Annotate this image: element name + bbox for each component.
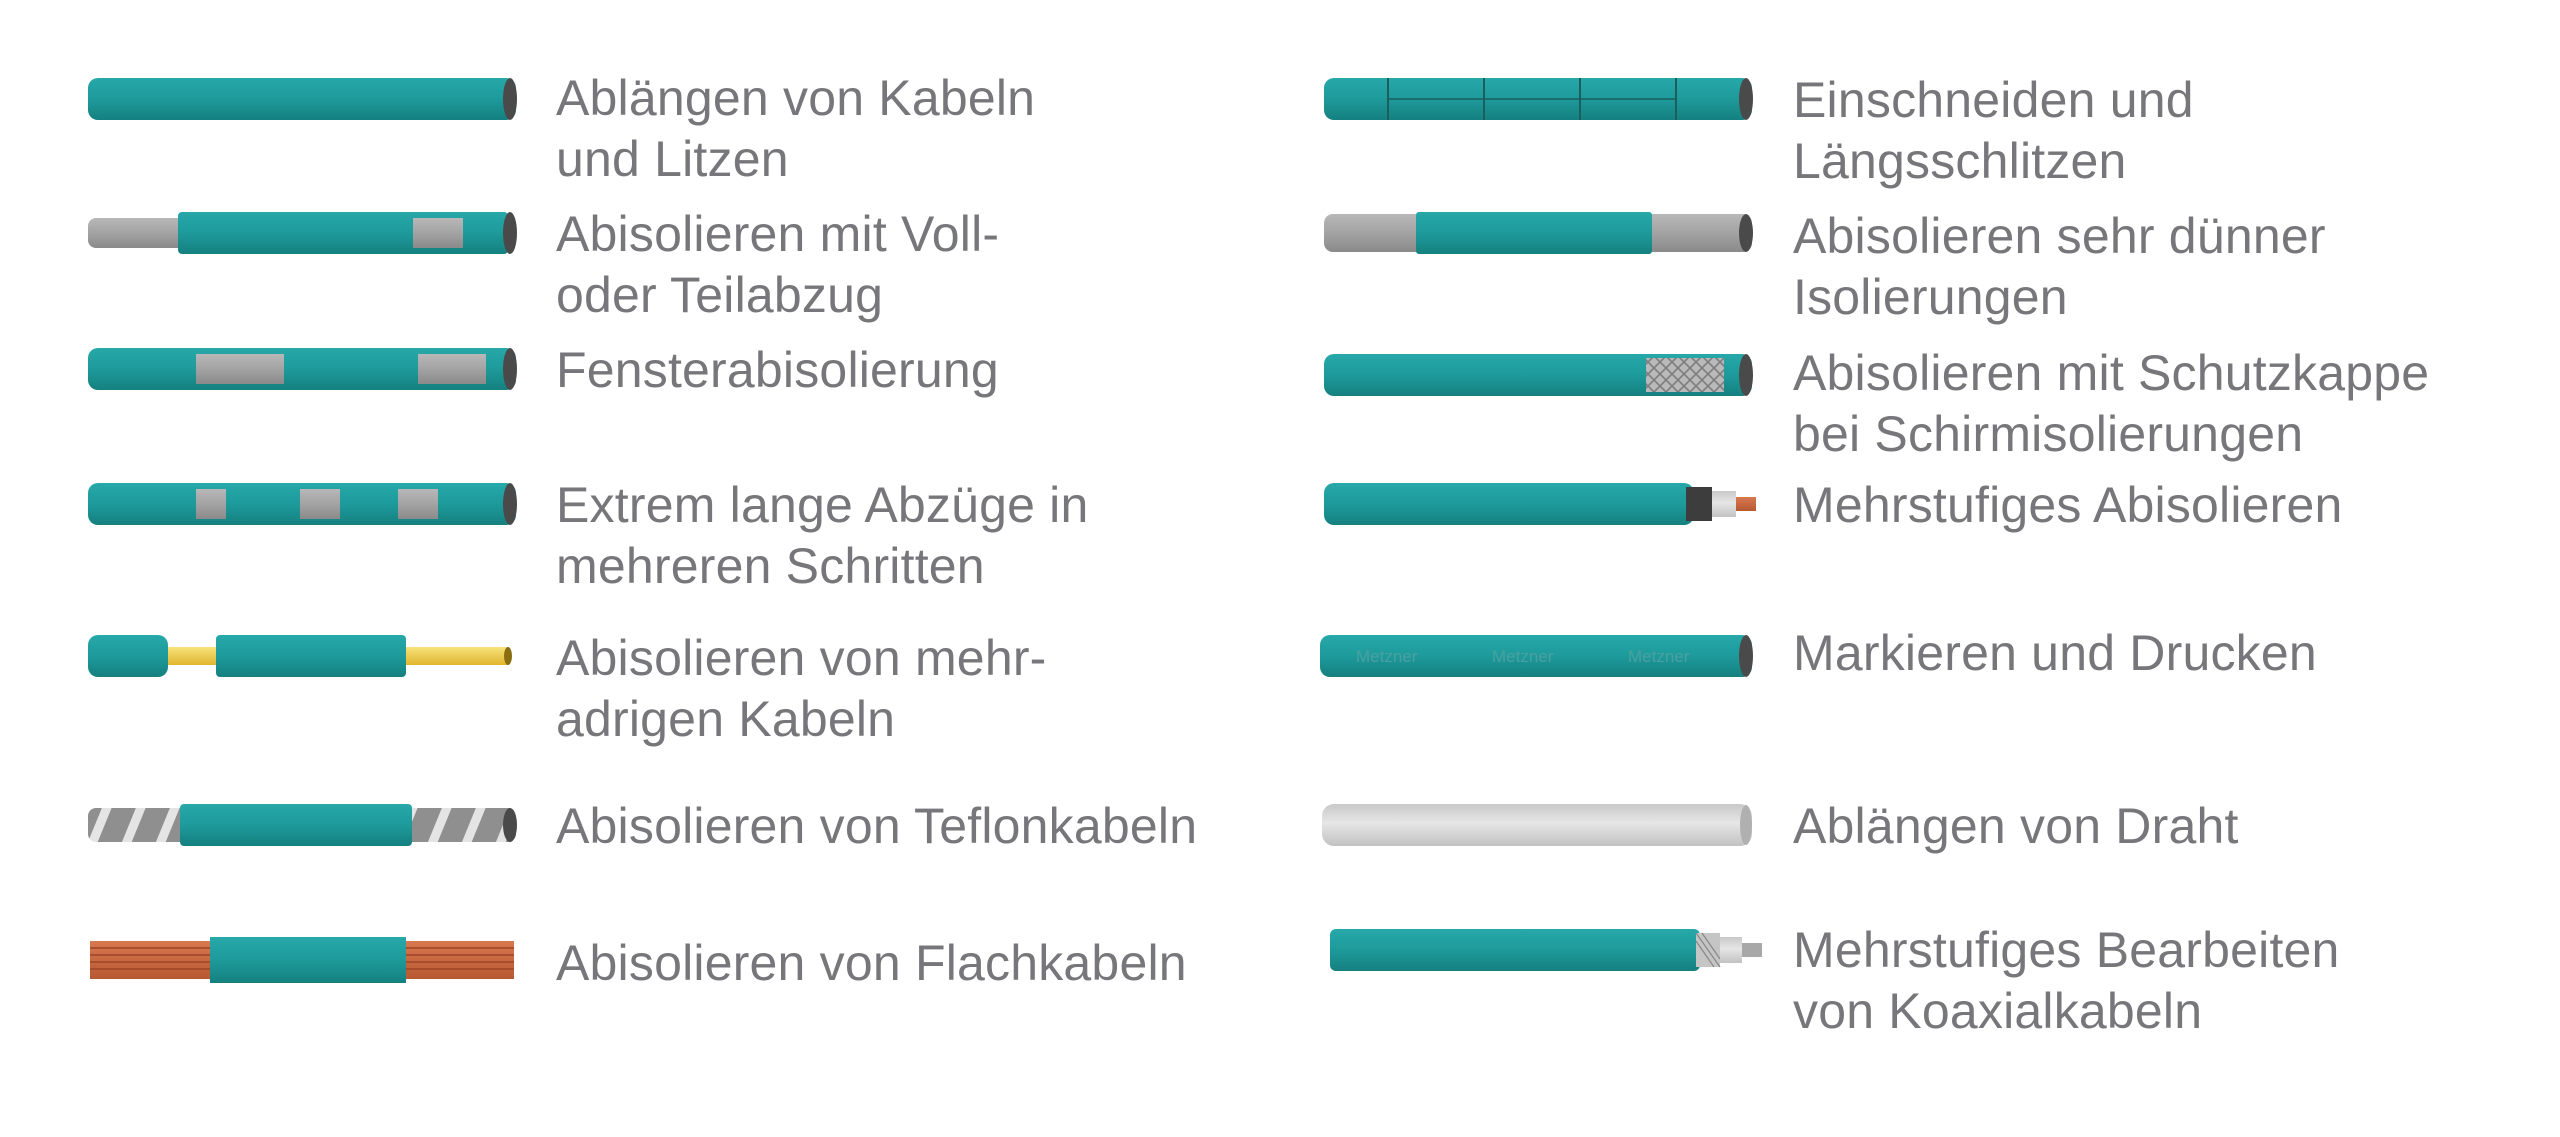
teflon-cable-strip-icon	[88, 804, 517, 846]
label-multicore-strip: Abisolieren von mehr-adrigen Kabeln	[556, 630, 1047, 747]
print-text-1: Metzner	[1356, 647, 1418, 666]
label-teflon-strip: Abisolieren von Teflonkabeln	[556, 798, 1198, 854]
print-text-3: Metzner	[1628, 647, 1690, 666]
label-full-partial-strip: Abisolieren mit Voll-oder Teilabzug	[556, 206, 1000, 323]
cut-to-length-cable-icon	[88, 78, 517, 120]
label-marking-printing: Markieren und Drucken	[1793, 625, 2317, 681]
label-cut-wire: Ablängen von Draht	[1793, 798, 2239, 854]
coax-processing-icon	[1330, 929, 1762, 971]
label-multistep-strip: Mehrstufiges Abisolieren	[1793, 477, 2343, 533]
label-shield-cap: Abisolieren mit Schutzkappe bei Schirmiso…	[1793, 345, 2430, 462]
thin-insulation-strip-icon	[1324, 212, 1753, 254]
label-window-strip: Fensterabisolierung	[556, 342, 999, 398]
label-slitting: Einschneiden und Längsschlitzen	[1793, 72, 2194, 189]
label-thin-insulation: Abisolieren sehr dünner Isolierungen	[1793, 208, 2326, 325]
window-strip-icon	[88, 348, 517, 390]
print-text-2: Metzner	[1492, 647, 1554, 666]
cut-wire-icon	[1322, 804, 1752, 846]
multicore-cable-strip-icon	[88, 635, 512, 677]
label-coax-processing: Mehrstufiges Bearbeiten von Koaxialkabeln	[1793, 922, 2340, 1039]
label-cut-to-length: Ablängen von Kabeln und Litzen	[556, 70, 1036, 187]
multistep-strip-icon	[1324, 483, 1756, 525]
label-flat-strip: Abisolieren von Flachkabeln	[556, 935, 1187, 991]
label-long-strip-multistep: Extrem lange Abzüge in mehreren Schritten	[556, 477, 1089, 594]
full-partial-strip-icon	[88, 212, 517, 254]
marking-printing-icon: Metzner Metzner Metzner	[1320, 635, 1753, 677]
flat-cable-strip-icon	[90, 937, 514, 983]
slit-cable-icon	[1324, 78, 1753, 120]
shield-cap-strip-icon	[1324, 354, 1753, 396]
long-strip-multistep-icon	[88, 483, 517, 525]
